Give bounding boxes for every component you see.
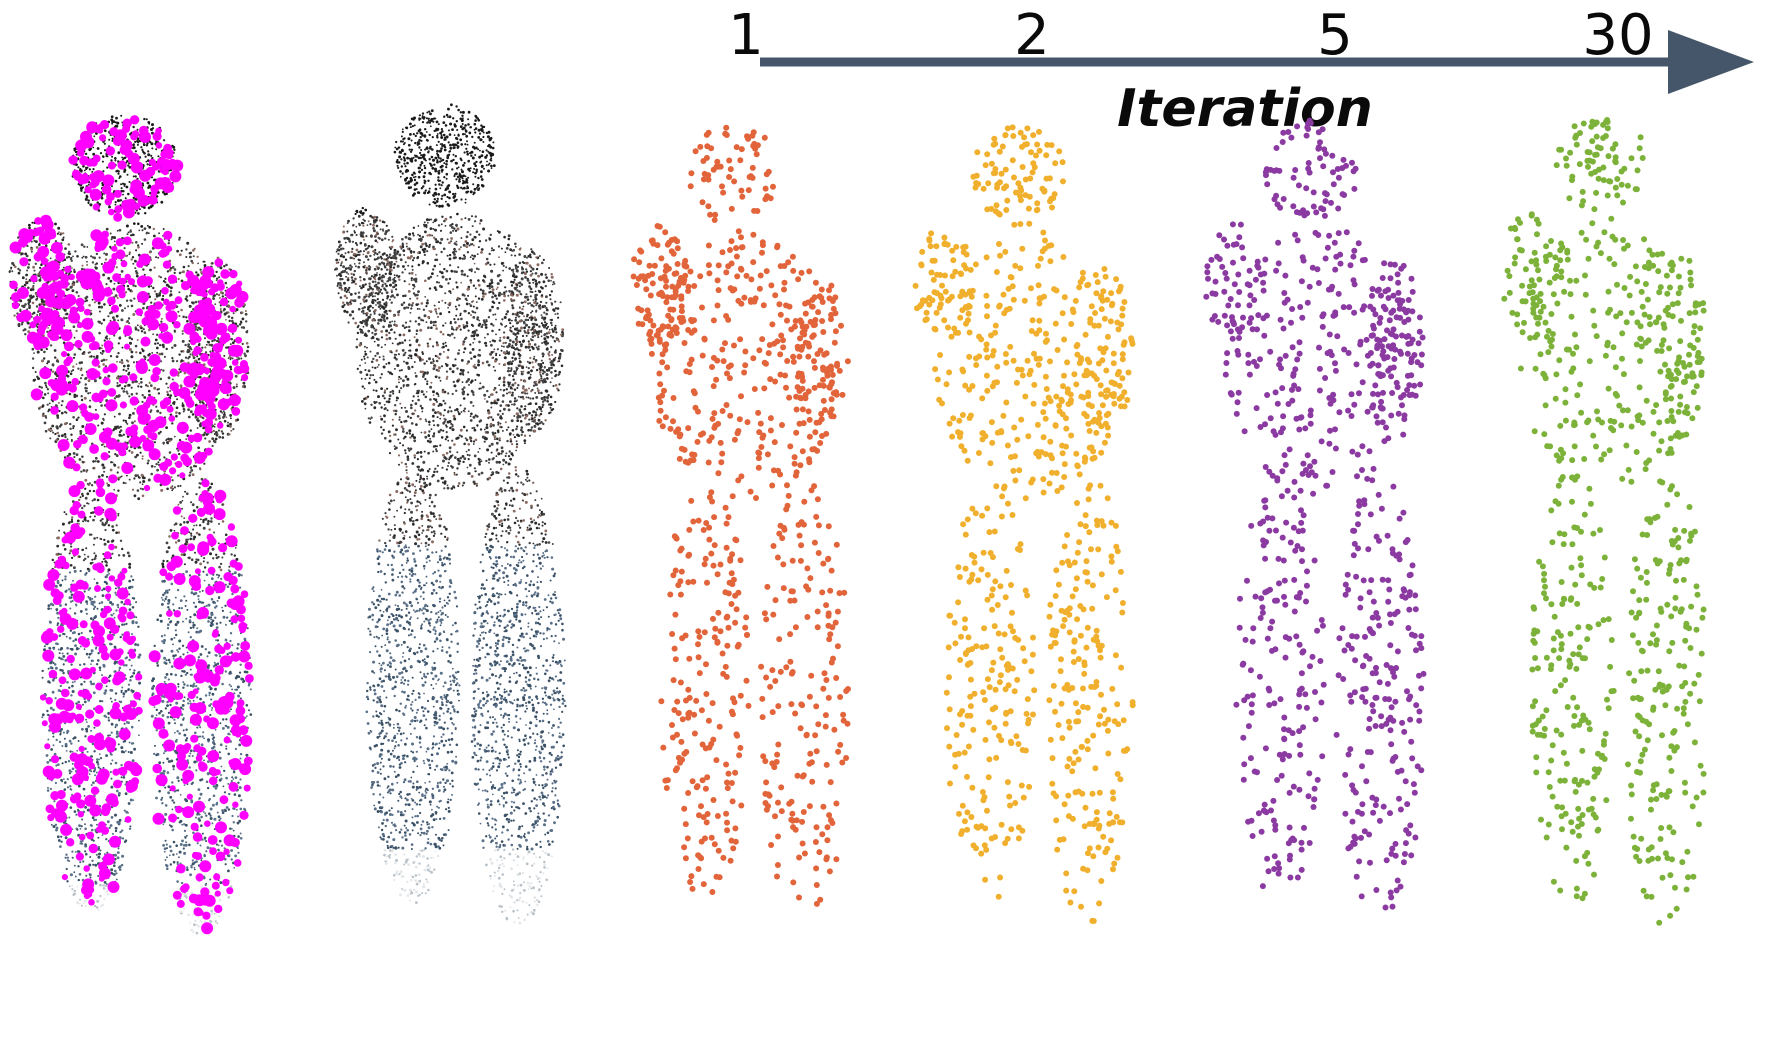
- tick-label-30: 30: [1582, 3, 1653, 68]
- tick-label-5: 5: [1317, 3, 1353, 68]
- iteration-1-points: [630, 124, 851, 907]
- tick-label-2: 2: [1014, 3, 1050, 68]
- iteration-5-points: [1203, 117, 1427, 911]
- iteration-axis-title: Iteration: [1117, 79, 1373, 139]
- input-cloud-with-keypoints: [8, 114, 254, 935]
- input-point-cloud: [334, 103, 567, 925]
- iteration-arrow-head: [1668, 30, 1754, 94]
- tick-label-1: 1: [728, 3, 764, 68]
- iteration-axis: 1 2 5 30 Iteration: [728, 3, 1754, 139]
- iteration-2-points: [912, 124, 1136, 924]
- iteration-30-points: [1501, 117, 1707, 926]
